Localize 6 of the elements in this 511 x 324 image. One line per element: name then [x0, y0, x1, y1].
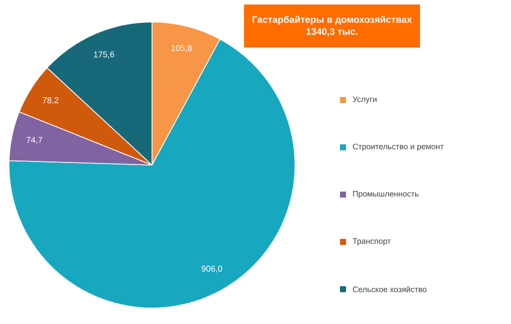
data-label: 74,7 [26, 136, 42, 144]
data-label: 906,0 [202, 266, 222, 273]
data-label: 78,2 [42, 97, 58, 104]
chart-title: Гастарбайтеры в домохозяйствах 1340,3 тыс. [252, 16, 412, 36]
data-label: 175,6 [94, 51, 114, 58]
data-label: 105,8 [172, 45, 192, 52]
